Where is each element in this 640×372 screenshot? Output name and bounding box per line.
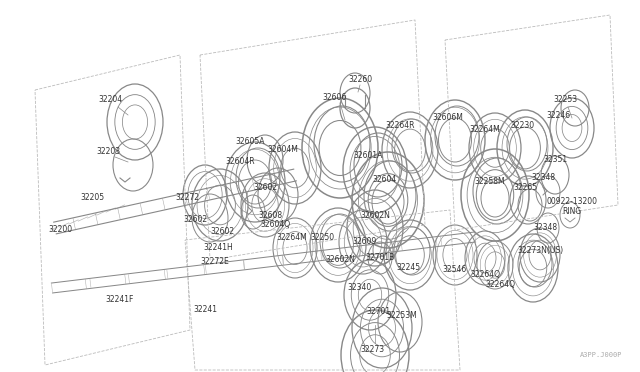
Text: 00922-13200: 00922-13200	[547, 198, 598, 206]
Text: 32272E: 32272E	[200, 257, 229, 266]
Text: 32264Q: 32264Q	[470, 270, 500, 279]
Text: 32264R: 32264R	[385, 121, 415, 129]
Text: 32605A: 32605A	[236, 138, 265, 147]
Text: 32351: 32351	[543, 155, 567, 164]
Text: 32273: 32273	[360, 346, 384, 355]
Text: 32348: 32348	[531, 173, 555, 183]
Text: 32272: 32272	[175, 193, 199, 202]
Text: 32701: 32701	[366, 308, 390, 317]
Text: 32273N(US): 32273N(US)	[517, 246, 563, 254]
Text: 32258M: 32258M	[475, 177, 506, 186]
Text: 32604R: 32604R	[225, 157, 255, 167]
Text: 32602: 32602	[253, 183, 277, 192]
Text: 32340: 32340	[348, 283, 372, 292]
Text: 32260: 32260	[348, 76, 372, 84]
Text: 32601A: 32601A	[353, 151, 383, 160]
Text: 32204: 32204	[98, 96, 122, 105]
Text: 32250: 32250	[310, 234, 334, 243]
Text: 32602N: 32602N	[360, 211, 390, 219]
Text: 32245: 32245	[396, 263, 420, 273]
Text: 32701B: 32701B	[365, 253, 395, 263]
Text: 32241F: 32241F	[106, 295, 134, 305]
Text: 32606: 32606	[323, 93, 347, 102]
Text: 32253: 32253	[553, 96, 577, 105]
Text: 32602N: 32602N	[325, 256, 355, 264]
Text: 32604M: 32604M	[268, 145, 298, 154]
Text: 32606M: 32606M	[433, 113, 463, 122]
Text: 32602: 32602	[183, 215, 207, 224]
Text: 32264M: 32264M	[276, 234, 307, 243]
Text: 32264M: 32264M	[470, 125, 500, 135]
Text: 32241H: 32241H	[203, 244, 233, 253]
Text: RING: RING	[563, 208, 582, 217]
Text: 32604: 32604	[373, 176, 397, 185]
Text: 32609: 32609	[353, 237, 377, 247]
Text: 32604Q: 32604Q	[260, 221, 290, 230]
Text: 32203: 32203	[96, 148, 120, 157]
Text: 32253M: 32253M	[387, 311, 417, 320]
Text: 32205: 32205	[80, 193, 104, 202]
Text: 32200: 32200	[48, 225, 72, 234]
Text: 32265: 32265	[513, 183, 537, 192]
Text: 32241: 32241	[193, 305, 217, 314]
Text: 32230: 32230	[510, 121, 534, 129]
Text: A3PP.J000P: A3PP.J000P	[579, 352, 622, 358]
Text: 32264Q: 32264Q	[485, 280, 515, 289]
Text: 32246: 32246	[546, 110, 570, 119]
Text: 32546: 32546	[443, 266, 467, 275]
Text: 32602: 32602	[210, 228, 234, 237]
Text: 32348: 32348	[533, 224, 557, 232]
Text: 32608: 32608	[258, 211, 282, 219]
